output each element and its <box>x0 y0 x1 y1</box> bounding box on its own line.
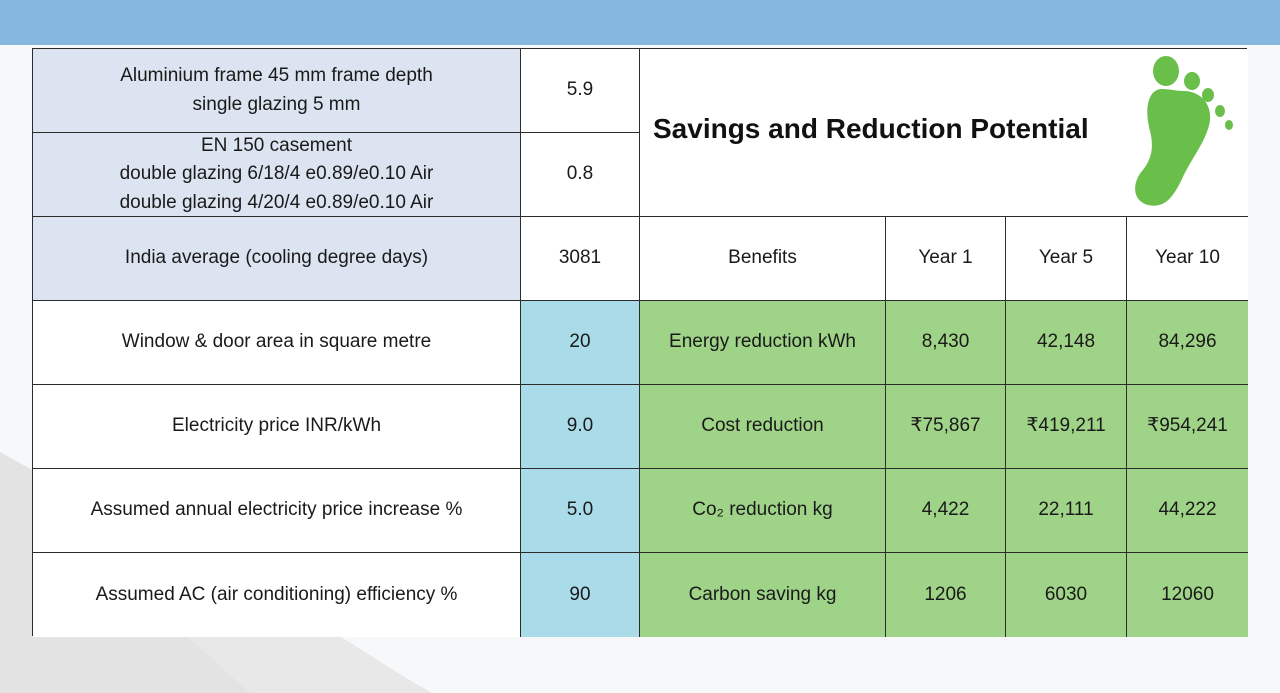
title-panel: Savings and Reduction Potential <box>640 49 1248 217</box>
co2-year-1: 4,422 <box>886 469 1006 553</box>
benefit-label-co2: Co₂ reduction kg <box>640 469 886 553</box>
savings-table: Aluminium frame 45 mm frame depth single… <box>32 48 1248 637</box>
value-en150-casement: 0.8 <box>521 133 640 217</box>
value-india-average: 3081 <box>521 217 640 301</box>
page-title: Savings and Reduction Potential <box>653 113 1089 144</box>
cost-year-10: ₹954,241 <box>1127 385 1248 469</box>
energy-year-5: 42,148 <box>1006 301 1127 385</box>
param-en150-casement: EN 150 casement double glazing 6/18/4 e0… <box>33 133 521 217</box>
carbon-year-1: 1206 <box>886 553 1006 637</box>
param-india-average: India average (cooling degree days) <box>33 217 521 301</box>
co2-year-5: 22,111 <box>1006 469 1127 553</box>
benefit-label-cost: Cost reduction <box>640 385 886 469</box>
footprint-icon <box>1135 56 1233 206</box>
input-electricity-price[interactable]: 9.0 <box>521 385 640 469</box>
header-year-1: Year 1 <box>886 217 1006 301</box>
param-price-increase: Assumed annual electricity price increas… <box>33 469 521 553</box>
header-bar <box>0 0 1280 45</box>
cost-year-1: ₹75,867 <box>886 385 1006 469</box>
co2-year-10: 44,222 <box>1127 469 1248 553</box>
cost-year-5: ₹419,211 <box>1006 385 1127 469</box>
header-year-5: Year 5 <box>1006 217 1127 301</box>
benefit-label-energy: Energy reduction kWh <box>640 301 886 385</box>
energy-year-10: 84,296 <box>1127 301 1248 385</box>
input-window-area[interactable]: 20 <box>521 301 640 385</box>
param-aluminium-frame: Aluminium frame 45 mm frame depth single… <box>33 49 521 133</box>
carbon-year-10: 12060 <box>1127 553 1248 637</box>
param-electricity-price: Electricity price INR/kWh <box>33 385 521 469</box>
carbon-year-5: 6030 <box>1006 553 1127 637</box>
header-benefits: Benefits <box>640 217 886 301</box>
value-aluminium-frame: 5.9 <box>521 49 640 133</box>
header-year-10: Year 10 <box>1127 217 1248 301</box>
benefit-label-carbon: Carbon saving kg <box>640 553 886 637</box>
param-window-area: Window & door area in square metre <box>33 301 521 385</box>
energy-year-1: 8,430 <box>886 301 1006 385</box>
input-ac-efficiency[interactable]: 90 <box>521 553 640 637</box>
input-price-increase[interactable]: 5.0 <box>521 469 640 553</box>
param-ac-efficiency: Assumed AC (air conditioning) efficiency… <box>33 553 521 637</box>
